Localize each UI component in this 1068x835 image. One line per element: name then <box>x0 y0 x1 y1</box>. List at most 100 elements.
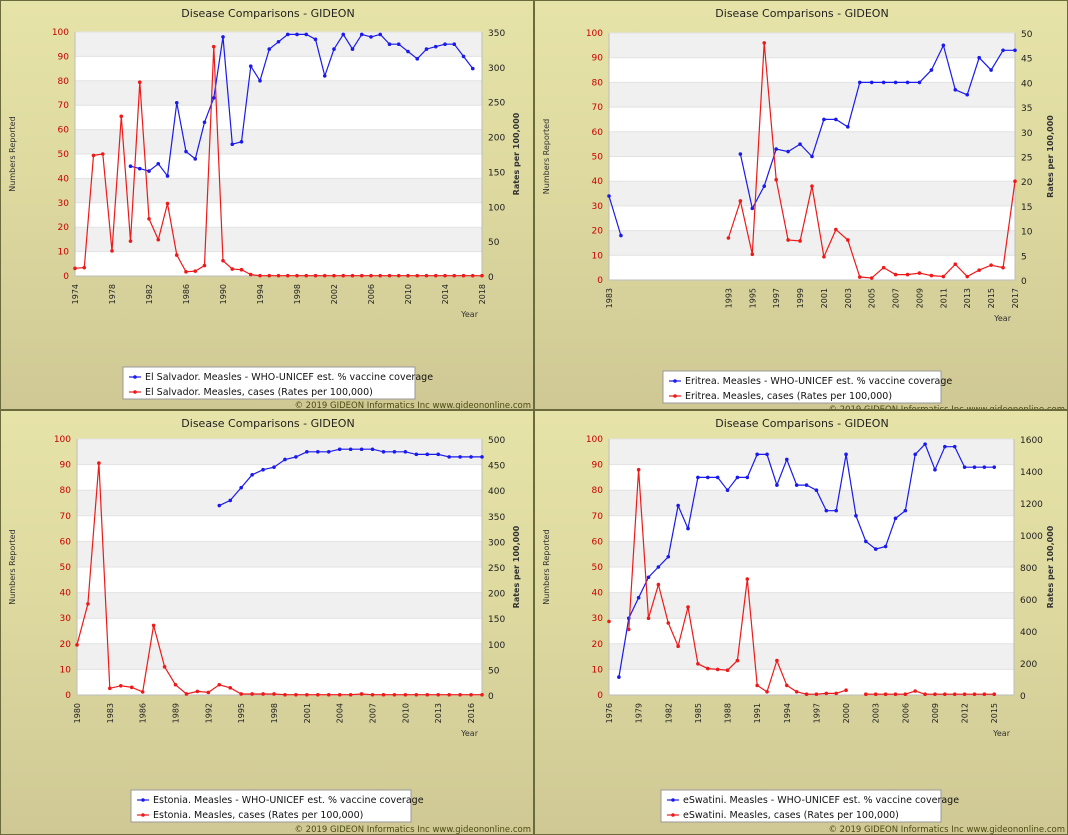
cases-data-point <box>267 273 272 278</box>
coverage-data-point <box>332 47 336 51</box>
coverage-data-point <box>239 140 244 144</box>
coverage-data-point <box>326 450 331 454</box>
cases-data-point <box>989 263 993 267</box>
cases-data-point <box>953 262 958 266</box>
x-tick-label: 1994 <box>783 703 792 723</box>
cases-data-point <box>822 254 826 259</box>
cases-data-point <box>786 238 790 242</box>
coverage-data-point <box>480 455 484 459</box>
cases-data-point <box>893 692 898 696</box>
y-tick-left-label: 70 <box>58 101 70 111</box>
cases-data-point <box>108 686 112 691</box>
cases-data-point <box>794 690 799 694</box>
x-tick-label: 1991 <box>753 703 762 723</box>
cases-data-point <box>272 692 276 696</box>
cases-data-point <box>230 267 235 271</box>
cases-data-point <box>228 686 233 690</box>
cases-data-point <box>917 271 922 275</box>
cases-data-point <box>725 668 730 672</box>
cases-data-point <box>461 273 466 278</box>
coverage-series-line <box>608 195 622 236</box>
coverage-data-point <box>202 120 207 125</box>
cases-data-point <box>775 658 779 663</box>
cases-data-point <box>834 691 838 696</box>
cases-data-point <box>239 267 244 272</box>
cases-data-point <box>392 692 397 697</box>
y-tick-left-label: 30 <box>592 614 604 624</box>
y-tick-right-label: 400 <box>1020 628 1037 638</box>
y-tick-right-label: 300 <box>488 538 505 548</box>
cases-data-point <box>469 692 473 697</box>
y-tick-right-label: 1000 <box>1020 532 1043 542</box>
y-tick-left-label: 60 <box>58 126 70 136</box>
chart-panel-el-salvador: Disease Comparisons - GIDEON 0 10 20 30 40 50 6… <box>0 0 534 410</box>
y-tick-left-label: 80 <box>58 77 70 87</box>
cases-data-point <box>943 692 947 696</box>
coverage-data-point <box>893 516 898 521</box>
grid-band <box>77 592 482 619</box>
cases-data-point <box>381 692 386 697</box>
coverage-data-point <box>869 80 874 85</box>
coverage-data-point <box>844 452 848 457</box>
grid-band <box>609 82 1015 108</box>
coverage-data-point <box>755 452 759 457</box>
cases-data-point <box>977 268 981 272</box>
coverage-data-point <box>137 166 142 171</box>
y-tick-right-label: 50 <box>488 238 500 248</box>
y-axis-left-title: Numbers Reported <box>542 119 551 194</box>
x-tick-label: 1995 <box>748 288 757 308</box>
y-tick-left-label: 100 <box>52 28 69 38</box>
cases-data-point <box>452 273 457 278</box>
x-tick-label: 2010 <box>401 703 410 723</box>
cases-data-point <box>283 692 287 697</box>
grid-band <box>609 490 1014 516</box>
coverage-data-point <box>387 42 392 46</box>
y-tick-right-label: 30 <box>1021 129 1033 139</box>
y-tick-left-label: 40 <box>592 589 604 599</box>
legend-entry-label: eSwatini. Measles - WHO-UNICEF est. % va… <box>683 795 959 806</box>
x-tick-label: 2003 <box>872 703 881 723</box>
cases-data-point <box>359 273 364 278</box>
coverage-data-point <box>814 488 819 492</box>
coverage-data-point <box>221 35 225 39</box>
y-tick-right-label: 20 <box>1021 178 1033 188</box>
coverage-data-point <box>905 80 910 85</box>
y-tick-left-label: 20 <box>58 223 70 233</box>
y-tick-right-label: 0 <box>1020 692 1026 702</box>
cases-data-point <box>378 273 383 278</box>
cases-data-point <box>341 273 346 278</box>
y-tick-left-label: 0 <box>65 691 71 701</box>
y-axis-left-title: Numbers Reported <box>8 529 17 604</box>
y-tick-left-label: 30 <box>592 202 604 212</box>
x-tick-label: 2011 <box>939 288 948 308</box>
coverage-data-point <box>128 164 133 168</box>
cases-data-point <box>202 263 207 268</box>
cases-data-point <box>239 692 243 696</box>
cases-data-point <box>715 667 720 672</box>
cases-data-point <box>873 692 878 696</box>
chart-panel-eswatini: Disease Comparisons - GIDEON 0 10 20 30 40 50 6… <box>534 410 1068 835</box>
cases-data-point <box>332 273 336 278</box>
y-tick-right-label: 300 <box>488 64 505 74</box>
y-tick-left-label: 50 <box>592 563 604 573</box>
y-tick-right-label: 15 <box>1021 203 1032 213</box>
x-tick-label: 2002 <box>330 284 339 304</box>
y-axis-right-title: Rates per 100,000 <box>512 525 521 608</box>
coverage-data-point <box>962 465 967 469</box>
y-tick-right-label: 400 <box>488 487 505 497</box>
cases-data-point <box>458 692 462 697</box>
coverage-data-point <box>952 444 957 449</box>
cases-data-point <box>359 692 364 696</box>
legend-entry-label: eSwatini. Measles, cases (Rates per 100,… <box>683 810 899 821</box>
cases-data-point <box>738 199 743 203</box>
cases-data-point <box>814 692 819 696</box>
y-tick-left-label: 20 <box>60 640 72 650</box>
x-tick-label: 1982 <box>145 284 154 304</box>
y-tick-left-label: 0 <box>63 272 69 282</box>
x-axis-title: Year <box>993 314 1012 323</box>
cases-data-point <box>962 692 967 696</box>
cases-data-point <box>1001 265 1005 270</box>
cases-data-point <box>726 236 731 240</box>
legend-entry-label: Eritrea. Measles, cases (Rates per 100,0… <box>685 391 892 402</box>
